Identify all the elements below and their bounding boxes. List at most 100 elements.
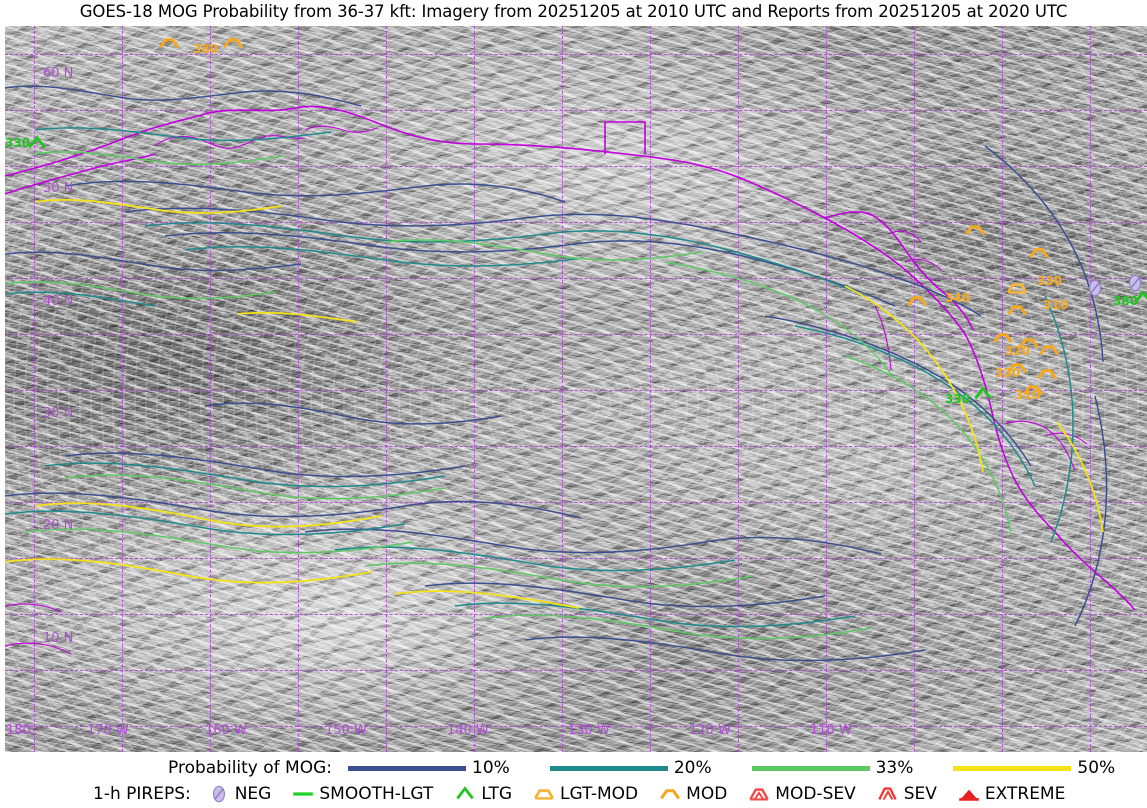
legend-label: SMOOTH-LGT bbox=[319, 784, 434, 804]
gridline-vertical bbox=[298, 26, 299, 752]
latitude-label: 20 N bbox=[43, 518, 74, 533]
probability-legend-row: Probability of MOG: 10% 20% 33% 50% bbox=[0, 756, 1147, 780]
gridline-horizontal bbox=[5, 110, 1147, 111]
longitude-label: 130 W bbox=[568, 723, 610, 738]
gridline-horizontal bbox=[5, 166, 1147, 167]
satellite-imagery-base bbox=[5, 26, 1147, 752]
legend-label: EXTREME bbox=[984, 784, 1066, 804]
pirep-marker-mod[interactable] bbox=[963, 218, 987, 246]
longitude-label: 150 W bbox=[325, 723, 367, 738]
pirep-flight-level-label: 330 bbox=[995, 366, 1021, 380]
legend-label: LTG bbox=[481, 784, 513, 804]
pirep-marker-mod[interactable] bbox=[905, 289, 929, 317]
pirep-marker-neg[interactable] bbox=[1083, 276, 1107, 304]
chevron-icon bbox=[453, 782, 477, 806]
gridline-horizontal bbox=[5, 390, 1147, 391]
gridline-vertical bbox=[474, 26, 475, 752]
legend-label: MOD bbox=[686, 784, 728, 804]
gridline-horizontal bbox=[5, 558, 1147, 559]
legend-item-prob-20: 20% bbox=[549, 758, 712, 778]
chevron-double-icon bbox=[876, 782, 900, 806]
legend-item-prob-33: 33% bbox=[751, 758, 914, 778]
pirep-marker-mod[interactable] bbox=[1017, 331, 1041, 359]
gridline-horizontal bbox=[5, 334, 1147, 335]
pirep-marker-mod[interactable] bbox=[157, 31, 181, 59]
pirep-flight-level-label: 330 bbox=[5, 136, 31, 150]
gridline-vertical bbox=[826, 26, 827, 752]
pirep-flight-level-label: 380 bbox=[1113, 294, 1139, 308]
latitude-label: 10 N bbox=[43, 631, 74, 646]
legend-label: 20% bbox=[673, 758, 712, 778]
gridline-vertical bbox=[34, 26, 35, 752]
satellite-map[interactable]: 380 330 330 340 310 380 320 330 310 330 60 N 50 N 4… bbox=[5, 26, 1147, 752]
gridline-vertical bbox=[738, 26, 739, 752]
pirep-marker-ltg[interactable] bbox=[971, 382, 995, 410]
coastlines bbox=[5, 105, 1136, 655]
geographic-labels: 60 N 50 N 40 N 30 N 20 N 10 N 180 170 W 160 W 150… bbox=[5, 26, 1147, 752]
legend-item-prob-10: 10% bbox=[348, 758, 510, 778]
gridline-horizontal bbox=[5, 278, 1147, 279]
pirep-marker-ltg[interactable] bbox=[1131, 286, 1147, 314]
mog-probability-contours bbox=[5, 85, 1108, 662]
legend-label: 10% bbox=[472, 758, 510, 778]
legend-swatch bbox=[953, 765, 1072, 771]
gridline-vertical bbox=[650, 26, 651, 752]
legend-label: MOD-SEV bbox=[775, 784, 856, 804]
legend-label: 50% bbox=[1077, 758, 1116, 778]
satellite-imagery-convective-cells bbox=[5, 26, 1147, 752]
gridline-horizontal bbox=[5, 670, 1147, 671]
legend-item-pirep-neg: NEG bbox=[207, 782, 271, 806]
latitude-label: 30 N bbox=[43, 406, 74, 421]
arch-double-icon bbox=[747, 782, 771, 806]
legend-label: SEV bbox=[903, 784, 937, 804]
chevron-wide-icon bbox=[658, 782, 682, 806]
arch-icon bbox=[532, 782, 556, 806]
pirep-marker-neg[interactable] bbox=[1123, 271, 1147, 299]
contour-20-percent bbox=[5, 127, 1074, 628]
pirep-marker-mod[interactable] bbox=[1037, 338, 1061, 366]
pirep-marker-lgt-mod[interactable] bbox=[1005, 276, 1029, 304]
longitude-label: 120 W bbox=[689, 723, 731, 738]
pirep-marker-mod[interactable] bbox=[1027, 241, 1051, 269]
page-title: GOES-18 MOG Probability from 36-37 kft: … bbox=[79, 2, 1068, 21]
contour-33-percent bbox=[5, 151, 1012, 640]
gridline-horizontal bbox=[5, 54, 1147, 55]
triangle-icon bbox=[957, 782, 981, 806]
legend-swatch bbox=[549, 765, 668, 771]
latitude-label: 40 N bbox=[43, 294, 74, 309]
gridline-horizontal bbox=[5, 446, 1147, 447]
gridline-horizontal bbox=[5, 502, 1147, 503]
legend-swatch bbox=[751, 765, 870, 771]
satellite-imagery-texture bbox=[5, 26, 1147, 752]
latitude-label: 60 N bbox=[43, 66, 74, 81]
pirep-marker-mod[interactable] bbox=[1005, 356, 1029, 384]
probability-legend-title: Probability of MOG: bbox=[168, 758, 333, 778]
pirep-flight-level-label: 330 bbox=[1037, 274, 1063, 288]
pirep-legend-row: 1-h PIREPS: NEG SMOOTH-LGT LTG LGT-MOD MOD MO… bbox=[0, 782, 1147, 806]
legend-item-pirep-smooth-lgt: SMOOTH-LGT bbox=[291, 782, 433, 806]
longitude-label: 110 W bbox=[810, 723, 852, 738]
pirep-flight-level-label: 310 bbox=[1043, 298, 1069, 312]
gridline-horizontal bbox=[5, 614, 1147, 615]
legend-label: LGT-MOD bbox=[560, 784, 639, 804]
pirep-marker-mod[interactable] bbox=[991, 326, 1015, 354]
longitude-label: 180 bbox=[6, 723, 31, 738]
gridline-vertical bbox=[122, 26, 123, 752]
pirep-marker-mod[interactable] bbox=[1035, 362, 1059, 390]
contour-10-percent bbox=[5, 85, 1108, 662]
probability-legend-items: 10% 20% 33% 50% bbox=[348, 758, 1115, 778]
pirep-marker-ltg[interactable] bbox=[25, 131, 49, 159]
pirep-marker-mod[interactable] bbox=[1005, 298, 1029, 326]
neg-icon bbox=[207, 782, 231, 806]
latitude-label: 50 N bbox=[43, 181, 74, 196]
legend-item-pirep-ltg: LTG bbox=[453, 782, 512, 806]
legend: Probability of MOG: 10% 20% 33% 50% 1-h PIR… bbox=[0, 752, 1147, 808]
pirep-markers[interactable]: 380 330 330 340 310 380 320 330 310 330 bbox=[5, 26, 1147, 752]
legend-item-prob-50: 50% bbox=[953, 758, 1115, 778]
pirep-marker-mod[interactable] bbox=[221, 31, 245, 59]
legend-label: 33% bbox=[875, 758, 914, 778]
pirep-marker-mod[interactable] bbox=[1021, 378, 1045, 406]
gridline-vertical bbox=[562, 26, 563, 752]
longitude-label: 160 W bbox=[205, 723, 247, 738]
